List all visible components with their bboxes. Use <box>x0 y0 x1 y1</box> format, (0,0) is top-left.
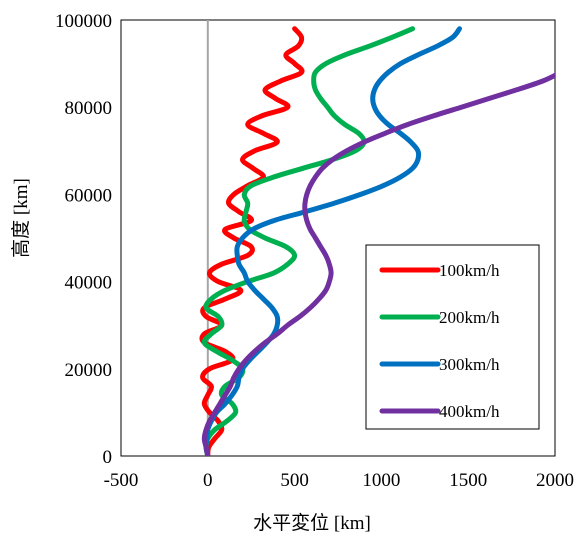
series-line-100kmh <box>199 26 305 456</box>
series-layer <box>199 26 555 456</box>
y-tick-label: 40000 <box>65 273 113 294</box>
series-line-400kmh <box>201 72 555 456</box>
series-line-300kmh <box>203 26 462 456</box>
x-tick-label: 500 <box>280 470 309 491</box>
x-tick-label: 1000 <box>362 470 400 491</box>
y-tick-label: 20000 <box>65 360 113 381</box>
x-tick-label: -500 <box>104 470 139 491</box>
legend-box <box>365 244 540 430</box>
legend: 100km/h 200km/h 300km/h 400km/h <box>365 244 540 430</box>
x-tick-label: 2000 <box>536 470 574 491</box>
legend-label-300kmh: 300km/h <box>439 355 500 374</box>
y-tick-label: 80000 <box>65 98 113 119</box>
series-line-200kmh <box>201 26 416 456</box>
y-tick-label: 0 <box>103 447 113 468</box>
y-tick-label: 100000 <box>55 11 112 32</box>
x-tick-label: 1500 <box>449 470 487 491</box>
legend-label-100kmh: 100km/h <box>439 261 500 280</box>
legend-label-400kmh: 400km/h <box>439 402 500 421</box>
legend-label-200kmh: 200km/h <box>439 308 500 327</box>
tick-labels: -500 0 500 1000 1500 200002000040000600008000… <box>55 11 574 491</box>
y-axis-title: 高度 [km] <box>10 178 32 258</box>
x-tick-label: 0 <box>203 470 213 491</box>
plot-frame <box>120 19 556 457</box>
x-axis-title: 水平変位 [km] <box>253 512 371 534</box>
y-tick-label: 60000 <box>65 185 113 206</box>
